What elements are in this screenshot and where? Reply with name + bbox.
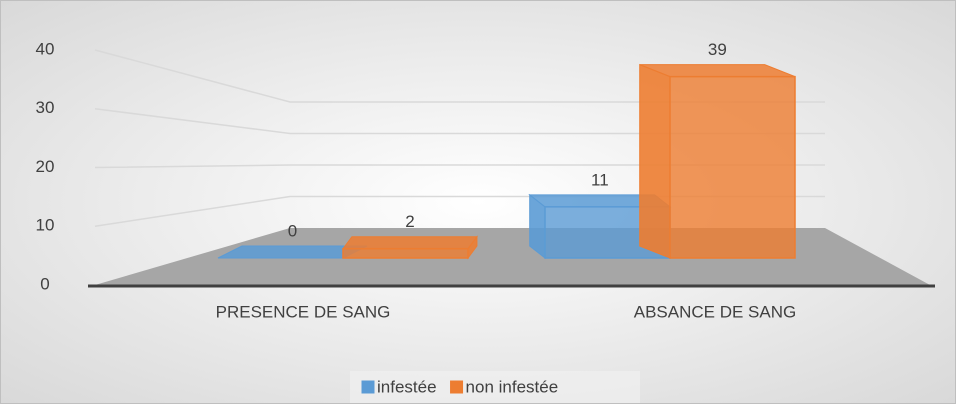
bar <box>639 63 796 259</box>
value-label: 0 <box>288 221 297 240</box>
legend-label: infestée <box>377 377 437 396</box>
y-tick-label: 0 <box>40 274 49 293</box>
bar <box>342 235 478 260</box>
value-label: 39 <box>708 40 727 59</box>
value-label: 11 <box>591 170 609 189</box>
y-tick-label: 10 <box>36 216 55 235</box>
legend-box <box>350 371 640 403</box>
y-tick-label: 40 <box>36 39 55 58</box>
y-tick-label: 20 <box>36 157 55 176</box>
y-tick-label: 30 <box>36 98 55 117</box>
x-tick-label: ABSANCE DE SANG <box>634 302 797 321</box>
legend-label: non infestée <box>466 377 559 396</box>
bar-front <box>342 247 469 259</box>
bar-side <box>639 63 671 259</box>
x-tick-label: PRESENCE DE SANG <box>216 302 391 321</box>
bar-front <box>669 75 796 259</box>
bar-top <box>342 236 478 250</box>
legend-swatch <box>450 380 464 394</box>
legend-swatch <box>361 380 375 394</box>
value-label: 2 <box>405 212 414 231</box>
